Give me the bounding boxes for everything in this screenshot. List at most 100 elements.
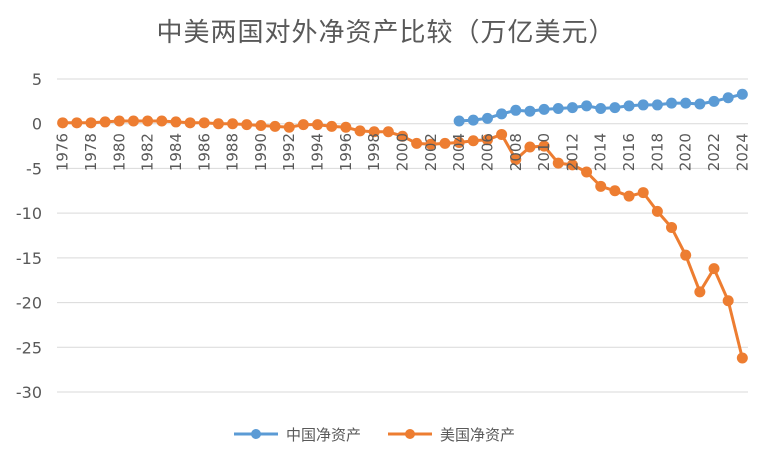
x-tick-label: 1978 — [82, 133, 100, 171]
data-point — [524, 141, 536, 153]
data-point — [666, 221, 678, 233]
data-point — [552, 103, 564, 115]
y-tick-label: -30 — [16, 383, 42, 402]
data-point — [595, 103, 607, 115]
data-point — [397, 130, 408, 142]
data-point — [496, 108, 508, 120]
data-point — [566, 159, 578, 171]
data-point — [425, 138, 437, 150]
y-tick-label: -20 — [16, 294, 42, 313]
y-tick-label: -15 — [16, 249, 42, 268]
data-point — [708, 95, 720, 107]
data-point — [581, 100, 593, 112]
x-tick-label: 1996 — [337, 133, 355, 171]
y-axis-ticks: 5 0 -5 -10 -15 -20 -25 -30 — [16, 70, 42, 402]
data-point — [368, 126, 380, 138]
series-0 — [453, 88, 748, 127]
data-point — [227, 118, 239, 130]
data-point — [467, 135, 479, 147]
data-point — [467, 114, 479, 126]
data-point — [637, 187, 649, 199]
x-tick-label: 1998 — [365, 133, 383, 171]
legend-label-usa: 美国净资产 — [440, 426, 515, 444]
x-tick-label: 2004 — [450, 133, 468, 171]
data-point — [312, 119, 324, 131]
x-tick-label: 2012 — [563, 133, 581, 171]
legend-label-china: 中国净资产 — [286, 426, 361, 444]
data-point — [722, 295, 734, 307]
legend: 中国净资产 美国净资产 — [234, 426, 515, 444]
data-point — [255, 120, 267, 132]
data-point — [609, 185, 621, 197]
chart-title: 中美两国对外净资产比较（万亿美元） — [156, 18, 615, 48]
data-point — [241, 119, 253, 131]
data-point — [694, 98, 706, 110]
legend-item-china: 中国净资产 — [234, 426, 361, 444]
data-point — [538, 140, 550, 152]
legend-marker-china — [251, 429, 261, 439]
data-point — [481, 112, 493, 124]
data-point — [651, 99, 663, 111]
data-point — [184, 117, 196, 129]
data-point — [283, 121, 295, 133]
data-point — [439, 137, 451, 149]
x-tick-label: 2022 — [705, 133, 723, 171]
data-point — [736, 352, 748, 364]
data-point — [142, 115, 154, 127]
data-point — [382, 126, 394, 138]
data-point — [496, 128, 508, 140]
x-tick-label: 1982 — [139, 133, 157, 171]
legend-marker-usa — [405, 429, 415, 439]
data-point — [297, 119, 309, 131]
data-point — [71, 117, 83, 129]
data-point — [694, 286, 706, 298]
x-tick-label: 2018 — [648, 133, 666, 171]
data-point — [156, 115, 168, 127]
data-point — [340, 121, 352, 133]
x-tick-label: 2014 — [592, 133, 610, 171]
data-point — [623, 190, 635, 202]
y-tick-label: 0 — [32, 115, 42, 134]
x-tick-label: 2008 — [507, 133, 525, 171]
data-point — [708, 263, 720, 275]
data-point — [651, 205, 663, 217]
data-point — [481, 134, 493, 146]
data-point — [510, 104, 522, 116]
data-point — [524, 105, 536, 117]
data-point — [680, 97, 692, 109]
x-tick-label: 1994 — [309, 133, 327, 171]
data-point — [198, 117, 210, 129]
x-tick-label: 2024 — [733, 133, 751, 171]
data-point — [666, 97, 678, 109]
data-point — [538, 103, 550, 115]
data-point — [552, 157, 564, 169]
x-tick-label: 1984 — [167, 133, 185, 171]
data-point — [623, 100, 635, 112]
data-point — [411, 137, 423, 149]
x-tick-label: 2000 — [394, 133, 412, 171]
data-point — [566, 102, 578, 114]
data-point — [99, 116, 111, 128]
data-point — [57, 117, 69, 129]
x-tick-label: 1986 — [195, 133, 213, 171]
x-tick-label: 1990 — [252, 133, 270, 171]
y-tick-label: -25 — [16, 338, 42, 357]
data-point — [453, 136, 465, 148]
data-point — [212, 118, 224, 130]
data-point — [453, 115, 465, 127]
x-tick-label: 2002 — [422, 133, 440, 171]
data-point — [722, 92, 734, 104]
x-axis-ticks: 1976 1978 1980 1982 1984 1986 1988 1990 1992 1994… — [54, 133, 752, 171]
series-1 — [57, 115, 748, 364]
data-point — [113, 115, 125, 127]
data-point — [354, 125, 366, 137]
y-tick-label: 5 — [32, 70, 42, 89]
data-point — [127, 115, 139, 127]
data-point — [170, 116, 182, 128]
x-tick-label: 2010 — [535, 133, 553, 171]
data-point — [595, 180, 607, 192]
data-point — [609, 102, 621, 114]
data-point — [510, 153, 522, 165]
